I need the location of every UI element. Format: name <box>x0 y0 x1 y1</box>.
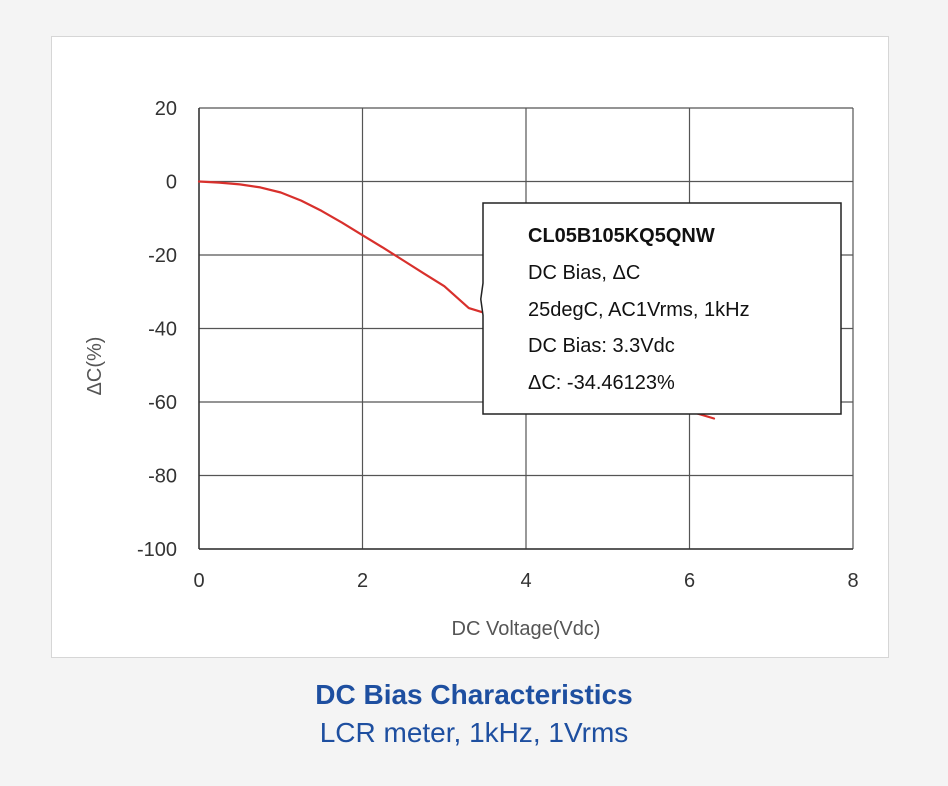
dc-bias-chart[interactable]: 0 2 4 6 8 20 0 -20 -40 -60 -80 -100 DC Voltage(Vdc)… <box>51 36 889 658</box>
tooltip-line-3: DC Bias: 3.3Vdc <box>528 335 675 357</box>
x-tick-label: 2 <box>357 570 368 592</box>
tooltip-title: CL05B105KQ5QNW <box>528 225 715 247</box>
x-axis-label: DC Voltage(Vdc) <box>452 618 601 640</box>
y-tick-label: -20 <box>148 245 177 267</box>
y-tick-label: -40 <box>148 319 177 341</box>
x-tick-label: 4 <box>520 570 531 592</box>
tooltip-line-4: ΔC: -34.46123% <box>528 372 675 394</box>
x-tick-label: 0 <box>193 570 204 592</box>
y-tick-label: -60 <box>148 392 177 414</box>
data-tooltip: CL05B105KQ5QNW DC Bias, ΔC 25degC, AC1Vr… <box>480 202 842 415</box>
tooltip-line-2: 25degC, AC1Vrms, 1kHz <box>528 299 750 321</box>
caption-subtitle: LCR meter, 1kHz, 1Vrms <box>319 717 629 748</box>
tooltip-line-1: DC Bias, ΔC <box>528 262 640 284</box>
tick-labels: 0 2 4 6 8 20 0 -20 -40 -60 -80 -100 <box>137 98 859 592</box>
x-tick-label: 8 <box>847 570 858 592</box>
x-tick-label: 6 <box>684 570 695 592</box>
y-tick-label: 0 <box>166 172 177 194</box>
tooltip-box <box>480 202 842 415</box>
y-axis-label: ΔC(%) <box>84 337 106 396</box>
y-tick-label: -80 <box>148 466 177 488</box>
y-tick-label: -100 <box>137 539 177 561</box>
caption-title: DC Bias Characteristics <box>315 679 633 710</box>
y-tick-label: 20 <box>155 98 177 120</box>
